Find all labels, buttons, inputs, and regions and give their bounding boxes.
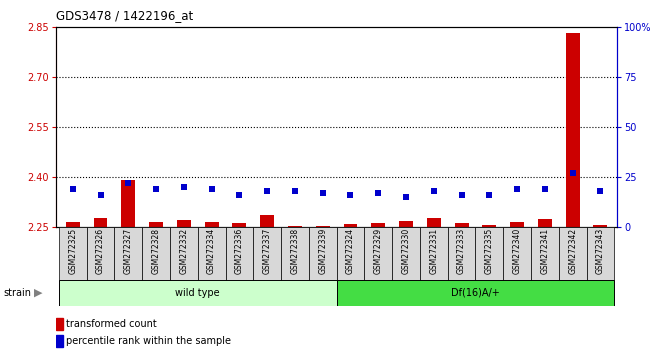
Text: GSM272336: GSM272336 [235, 228, 244, 274]
Bar [59, 227, 86, 281]
Text: GSM272328: GSM272328 [152, 228, 160, 274]
Point [540, 186, 550, 192]
Text: GSM272339: GSM272339 [318, 228, 327, 274]
Point [317, 190, 328, 195]
Bar [309, 227, 337, 281]
Point [568, 170, 578, 175]
Point [345, 192, 356, 198]
Point [179, 184, 189, 189]
Bar [288, 225, 302, 227]
Text: GSM272334: GSM272334 [207, 228, 216, 274]
Bar [142, 227, 170, 281]
Bar [281, 227, 309, 281]
Text: GSM272326: GSM272326 [96, 228, 105, 274]
Bar [455, 223, 469, 227]
Point [484, 192, 494, 198]
Text: GSM272324: GSM272324 [346, 228, 355, 274]
Bar [253, 227, 281, 281]
Text: GSM272343: GSM272343 [596, 228, 605, 274]
Bar [337, 280, 614, 306]
Bar [427, 218, 441, 227]
Text: GSM272342: GSM272342 [568, 228, 577, 274]
Text: GSM272341: GSM272341 [541, 228, 549, 274]
Point [123, 180, 133, 185]
Bar [475, 227, 503, 281]
Bar [149, 222, 163, 227]
Text: wild type: wild type [176, 288, 220, 298]
Bar [226, 227, 253, 281]
Bar [593, 225, 607, 227]
Text: GSM272333: GSM272333 [457, 228, 466, 274]
Text: ▶: ▶ [34, 288, 43, 298]
Bar [94, 218, 108, 227]
Bar [399, 221, 413, 227]
Bar [559, 227, 587, 281]
Bar [66, 222, 80, 227]
Bar [205, 222, 218, 227]
Bar [170, 227, 198, 281]
Text: strain: strain [3, 288, 31, 298]
Point [428, 188, 439, 193]
Text: GSM272337: GSM272337 [263, 228, 272, 274]
Bar [114, 227, 142, 281]
Bar [587, 227, 614, 281]
Text: GSM272330: GSM272330 [401, 228, 411, 274]
Text: GSM272325: GSM272325 [68, 228, 77, 274]
Text: GDS3478 / 1422196_at: GDS3478 / 1422196_at [56, 9, 193, 22]
Bar [420, 227, 447, 281]
Point [290, 188, 300, 193]
Bar [260, 215, 274, 227]
Bar [337, 227, 364, 281]
Point [234, 192, 245, 198]
Bar [198, 227, 226, 281]
Bar [531, 227, 559, 281]
Bar [510, 222, 524, 227]
Text: transformed count: transformed count [66, 319, 157, 329]
Text: GSM272329: GSM272329 [374, 228, 383, 274]
Text: GSM272331: GSM272331 [429, 228, 438, 274]
Bar [364, 227, 392, 281]
Bar [56, 335, 63, 347]
Point [512, 186, 523, 192]
Bar [232, 223, 246, 227]
Bar [344, 224, 358, 227]
Point [95, 192, 106, 198]
Bar [538, 219, 552, 227]
Bar [86, 227, 114, 281]
Point [150, 186, 161, 192]
Bar [372, 223, 385, 227]
Bar [177, 220, 191, 227]
Text: GSM272340: GSM272340 [513, 228, 521, 274]
Point [207, 186, 217, 192]
Text: GSM272338: GSM272338 [290, 228, 300, 274]
Bar [503, 227, 531, 281]
Point [373, 190, 383, 195]
Bar [59, 280, 337, 306]
Bar [566, 33, 579, 227]
Bar [447, 227, 475, 281]
Point [456, 192, 467, 198]
Bar [56, 318, 63, 330]
Point [67, 186, 78, 192]
Text: percentile rank within the sample: percentile rank within the sample [66, 336, 231, 346]
Text: GSM272335: GSM272335 [485, 228, 494, 274]
Point [262, 188, 273, 193]
Bar [121, 180, 135, 227]
Bar [315, 226, 329, 227]
Text: GSM272332: GSM272332 [180, 228, 188, 274]
Text: Df(16)A/+: Df(16)A/+ [451, 288, 500, 298]
Point [401, 194, 411, 199]
Bar [482, 225, 496, 227]
Bar [392, 227, 420, 281]
Text: GSM272327: GSM272327 [124, 228, 133, 274]
Point [595, 188, 606, 193]
